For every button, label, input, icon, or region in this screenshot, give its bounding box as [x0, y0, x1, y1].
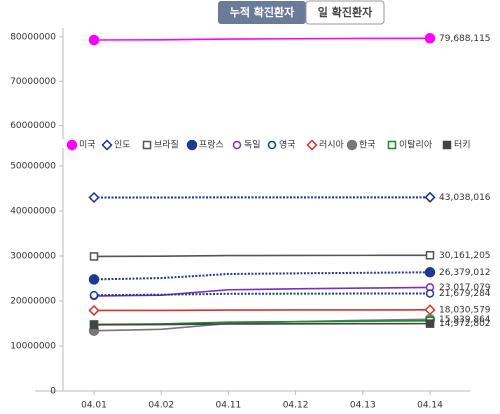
y-tick-label: 50000000	[10, 162, 56, 172]
point-marker	[424, 267, 436, 278]
legend-marker	[142, 140, 152, 150]
legend-marker	[267, 140, 277, 150]
x-tick-label: 04.01	[81, 401, 107, 411]
value-label: 15,939,864	[439, 315, 491, 325]
value-label: 79,688,115	[439, 34, 491, 44]
legend-label: 독일	[244, 140, 261, 151]
x-tick-label: 04.12	[283, 401, 309, 411]
legend-label: 브라질	[154, 139, 179, 151]
value-label: 21,679,284	[439, 289, 491, 299]
point-marker	[424, 191, 436, 203]
legend-label: 러시아	[319, 140, 345, 151]
value-label: 30,161,205	[439, 251, 491, 261]
series-line	[93, 322, 431, 326]
legend-label: 터키	[454, 140, 471, 151]
point-marker	[425, 289, 435, 298]
point-marker	[424, 33, 436, 44]
legend-label: 이탈리아	[399, 140, 433, 151]
point-marker	[425, 319, 435, 328]
y-tick-label: 40000000	[10, 207, 56, 217]
series-line	[93, 37, 431, 41]
legend-label: 미국	[79, 140, 96, 151]
x-tick-label: 04.13	[350, 401, 376, 411]
point-marker	[88, 274, 100, 285]
point-marker	[424, 304, 436, 316]
y-tick-label: 30000000	[10, 252, 56, 262]
y2-tick-label: 60000000	[10, 121, 56, 131]
point-marker	[88, 191, 100, 204]
legend-marker	[306, 139, 318, 151]
y2-tick-label: 70000000	[10, 77, 56, 87]
series-line	[93, 286, 431, 297]
value-label: 43,038,016	[439, 193, 491, 203]
legend-marker	[186, 139, 198, 151]
button-label[interactable]: 누적 확진환자	[230, 5, 295, 19]
point-marker	[425, 251, 435, 260]
y-tick-label: 0	[50, 387, 56, 397]
x-tick-label: 04.02	[148, 401, 174, 411]
y-tick-label: 10000000	[10, 342, 56, 352]
legend-marker	[346, 139, 358, 151]
legend-marker	[442, 140, 452, 150]
series-line	[93, 271, 431, 281]
series-line	[93, 309, 431, 312]
legend-marker	[387, 140, 397, 150]
button-daily[interactable]	[305, 0, 385, 25]
value-label: 18,030,579	[439, 305, 491, 315]
point-marker	[89, 320, 99, 330]
legend-label: 한국	[359, 140, 376, 151]
value-label: 14,972,802	[439, 319, 491, 329]
legend-label: 인도	[114, 140, 131, 151]
legend-marker	[66, 139, 78, 151]
point-marker	[89, 290, 99, 300]
y2-tick-label: 80000000	[10, 32, 56, 42]
series-line	[93, 292, 431, 297]
button-label[interactable]: 일 확진환자	[318, 5, 373, 19]
point-marker	[88, 304, 100, 317]
point-marker	[89, 252, 99, 261]
x-tick-label: 04.14	[417, 401, 443, 411]
button-cumulative[interactable]	[218, 1, 306, 24]
point-marker	[88, 34, 100, 46]
value-label: 26,379,012	[439, 268, 491, 278]
y-tick-label: 20000000	[10, 297, 56, 307]
value-label: 23,017,079	[439, 283, 491, 293]
legend-marker	[101, 139, 113, 151]
legend-marker	[232, 140, 242, 150]
series-line	[93, 254, 431, 258]
legend-label: 프랑스	[199, 139, 224, 151]
legend-label: 영국	[279, 140, 296, 151]
x-tick-label: 04.11	[216, 401, 242, 411]
